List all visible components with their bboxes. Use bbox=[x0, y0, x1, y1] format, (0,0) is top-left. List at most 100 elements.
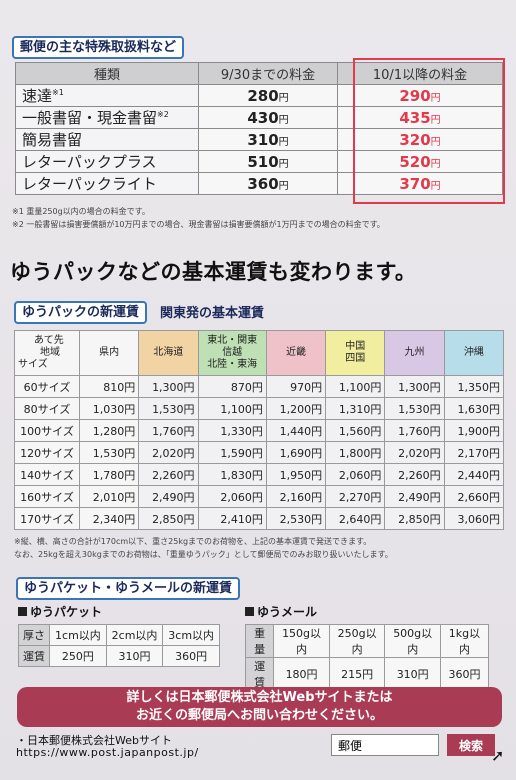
footer-url[interactable]: https://www.post.japanpost.jp/ bbox=[16, 746, 199, 759]
mail-table: 重量 150g以内 250g以内 500g以内 1kg以内 運賃 180円 21… bbox=[244, 624, 490, 691]
rate-cell: 1,200円 bbox=[265, 397, 327, 420]
rate-cell: 2,270円 bbox=[325, 485, 386, 508]
size-label: 170サイズ bbox=[14, 507, 80, 530]
rate-cell: 1,780円 bbox=[78, 463, 140, 486]
region-header: 県内 bbox=[78, 330, 140, 376]
rate-cell: 1,830円 bbox=[197, 463, 267, 486]
fee-note-mark: ※2 bbox=[157, 110, 169, 119]
search-input[interactable] bbox=[331, 734, 439, 756]
rate-cell: 1,100円 bbox=[325, 375, 386, 398]
mail-weight-label: 重量 bbox=[244, 624, 275, 658]
rate-cell: 1,560円 bbox=[325, 419, 386, 442]
rate-cell: 2,490円 bbox=[384, 485, 445, 508]
rate-cell: 2,490円 bbox=[138, 485, 199, 508]
mail-fare-1: 180円 bbox=[273, 657, 330, 691]
fee-old-price: 430円 bbox=[198, 106, 338, 129]
mail-weight-3: 500g以内 bbox=[384, 624, 441, 658]
rate-cell: 1,760円 bbox=[138, 419, 199, 442]
rate-cell: 2,170円 bbox=[443, 441, 505, 464]
packet-fare-1: 250円 bbox=[49, 645, 107, 667]
rate-cell: 1,300円 bbox=[138, 375, 199, 398]
rate-cell: 1,630円 bbox=[443, 397, 505, 420]
banner-line-2: お近くの郵便局へお問い合わせください。 bbox=[135, 708, 383, 723]
rate-cell: 2,410円 bbox=[197, 507, 267, 530]
mail-fare-3: 310円 bbox=[384, 657, 441, 691]
size-label: 160サイズ bbox=[14, 485, 80, 508]
banner-line-1: 詳しくは日本郵便株式会社Webサイトまたは bbox=[126, 690, 393, 705]
rate-cell: 3,060円 bbox=[443, 507, 505, 530]
rate-cell: 2,060円 bbox=[325, 463, 386, 486]
rate-cell: 1,310円 bbox=[325, 397, 386, 420]
rate-cell: 2,660円 bbox=[443, 485, 505, 508]
fee-name: 一般書留・現金書留※2 bbox=[15, 106, 199, 129]
yupack-note-2: なお、25kgを超え30kgまでのお荷物は、「重量ゆうパック」として郵便局でのみ… bbox=[14, 550, 393, 559]
header-old-price: 9/30までの料金 bbox=[198, 62, 338, 85]
section-title-yupack: ゆうパックの新運賃 bbox=[14, 301, 148, 324]
fee-new-price: 290円 bbox=[337, 84, 503, 107]
fee-name: レターパックプラス bbox=[15, 150, 199, 173]
header-new-price: 10/1以降の料金 bbox=[337, 62, 503, 85]
rate-row: 80サイズ 1,030円 1,530円 1,100円 1,200円 1,310円 1,530… bbox=[14, 397, 505, 420]
inquiry-banner: 詳しくは日本郵便株式会社Webサイトまたは お近くの郵便局へお問い合わせください… bbox=[17, 687, 502, 727]
rate-cell: 1,590円 bbox=[197, 441, 267, 464]
rate-row: 160サイズ 2,010円 2,490円 2,060円 2,160円 2,270円 2,49… bbox=[14, 485, 505, 508]
rate-cell: 2,010円 bbox=[78, 485, 140, 508]
size-label: 100サイズ bbox=[14, 419, 80, 442]
yupack-note-1: ※縦、横、高さの合計が170cm以下、重さ25kgまでのお荷物を、上記の基本運賃… bbox=[14, 537, 372, 546]
rate-cell: 2,850円 bbox=[384, 507, 445, 530]
fee-name: 速達※1 bbox=[15, 84, 199, 107]
header-type: 種類 bbox=[15, 62, 199, 85]
rate-cell: 1,030円 bbox=[78, 397, 140, 420]
fee-old-price: 360円 bbox=[198, 172, 338, 195]
rate-row: 120サイズ 1,530円 2,020円 1,590円 1,690円 1,800円 2,02… bbox=[14, 441, 505, 464]
rate-cell: 1,530円 bbox=[138, 397, 199, 420]
rate-cell: 2,440円 bbox=[443, 463, 505, 486]
region-header: 東北・関東 信越 北陸・東海 bbox=[197, 330, 267, 376]
yupack-rates-table: あて先 地域 サイズ 県内 北海道 東北・関東 信越 北陸・東海 近畿 中国 四国 九州沖… bbox=[14, 330, 505, 530]
packet-label: ゆうパケット bbox=[18, 603, 102, 620]
headline: ゆうパックなどの基本運賃も変わります。 bbox=[10, 260, 417, 284]
rate-cell: 1,350円 bbox=[443, 375, 505, 398]
fee-new-price: 435円 bbox=[337, 106, 503, 129]
rate-cell: 1,280円 bbox=[78, 419, 140, 442]
rate-row: 100サイズ 1,280円 1,760円 1,330円 1,440円 1,560円 1,76… bbox=[14, 419, 505, 442]
packet-thickness-label: 厚さ bbox=[17, 624, 51, 646]
footer-company: ・日本郵便株式会社Webサイト bbox=[16, 734, 172, 747]
mail-fare-2: 215円 bbox=[328, 657, 386, 691]
yupack-subtitle: 関東発の基本運賃 bbox=[160, 306, 265, 321]
rate-cell: 1,760円 bbox=[384, 419, 445, 442]
packet-table: 厚さ 1cm以内 2cm以内 3cm以内 運賃 250円 310円 360円 bbox=[17, 624, 220, 667]
corner-mid: 地域 bbox=[40, 347, 60, 358]
rate-cell: 1,950円 bbox=[265, 463, 327, 486]
search-button[interactable]: 検索 bbox=[447, 734, 495, 756]
corner-bottom: サイズ bbox=[18, 359, 48, 370]
rate-cell: 2,640円 bbox=[325, 507, 386, 530]
rate-row: 170サイズ 2,340円 2,850円 2,410円 2,530円 2,640円 2,85… bbox=[14, 507, 505, 530]
rate-cell: 1,530円 bbox=[384, 397, 445, 420]
rate-cell: 870円 bbox=[197, 375, 267, 398]
rate-cell: 1,530円 bbox=[78, 441, 140, 464]
region-header: 沖縄 bbox=[443, 330, 505, 376]
mail-fare-label: 運賃 bbox=[244, 657, 275, 691]
region-header: 九州 bbox=[384, 330, 445, 376]
mail-weight-1: 150g以内 bbox=[273, 624, 330, 658]
rate-cell: 1,440円 bbox=[265, 419, 327, 442]
corner-top: あて先 bbox=[34, 335, 64, 346]
section-title-packet-mail: ゆうパケット・ゆうメールの新運賃 bbox=[16, 577, 241, 600]
packet-size-2: 2cm以内 bbox=[105, 624, 164, 646]
size-label: 120サイズ bbox=[14, 441, 80, 464]
mail-label: ゆうメール bbox=[245, 603, 317, 620]
rate-cell: 1,330円 bbox=[197, 419, 267, 442]
rate-cell: 2,260円 bbox=[384, 463, 445, 486]
mail-weight-4: 1kg以内 bbox=[439, 624, 490, 658]
region-header: 北海道 bbox=[138, 330, 199, 376]
rate-cell: 1,300円 bbox=[384, 375, 445, 398]
cursor-arrow-icon: ➚ bbox=[491, 746, 505, 765]
packet-size-3: 3cm以内 bbox=[162, 624, 220, 646]
fee-row: レターパックプラス 510円 520円 bbox=[15, 150, 503, 173]
fee-note-mark: ※1 bbox=[52, 88, 64, 97]
rate-cell: 1,800円 bbox=[325, 441, 386, 464]
fee-row: 一般書留・現金書留※2 430円 435円 bbox=[15, 106, 503, 129]
fee-row: レターパックライト 360円 370円 bbox=[15, 172, 503, 195]
